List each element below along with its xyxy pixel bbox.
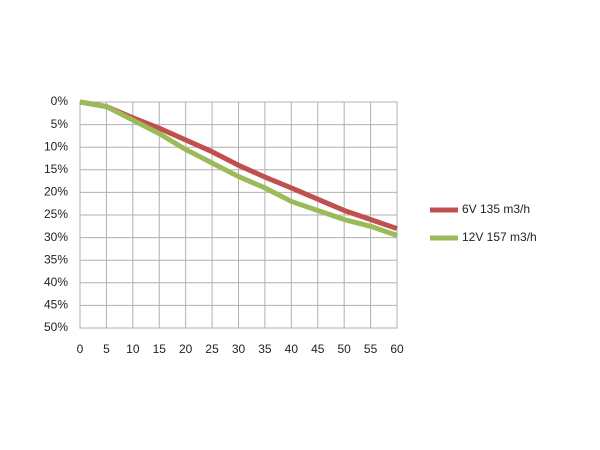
legend-label: 6V 135 m3/h (462, 202, 530, 216)
y-tick-label: 50% (44, 320, 68, 334)
x-tick-label: 60 (390, 342, 404, 356)
y-tick-label: 45% (44, 298, 68, 312)
x-tick-label: 20 (179, 342, 193, 356)
x-tick-label: 5 (103, 342, 110, 356)
y-tick-label: 5% (51, 117, 69, 131)
x-tick-label: 35 (258, 342, 272, 356)
x-tick-label: 50 (337, 342, 351, 356)
y-tick-label: 20% (44, 185, 68, 199)
y-tick-label: 40% (44, 275, 68, 289)
x-tick-label: 30 (232, 342, 246, 356)
y-tick-label: 25% (44, 207, 68, 221)
y-tick-label: 10% (44, 139, 68, 153)
data-line (79, 99, 398, 238)
x-tick-label: 45 (311, 342, 325, 356)
x-tick-label: 40 (285, 342, 299, 356)
x-tick-label: 0 (77, 342, 84, 356)
x-tick-label: 10 (126, 342, 140, 356)
y-tick-label: 0% (51, 94, 69, 108)
legend-label: 12V 157 m3/h (462, 230, 537, 244)
x-tick-label: 25 (205, 342, 219, 356)
x-tick-label: 15 (153, 342, 167, 356)
y-tick-label: 30% (44, 230, 68, 244)
y-tick-label: 35% (44, 252, 68, 266)
x-tick-label: 55 (364, 342, 378, 356)
y-tick-label: 15% (44, 162, 68, 176)
